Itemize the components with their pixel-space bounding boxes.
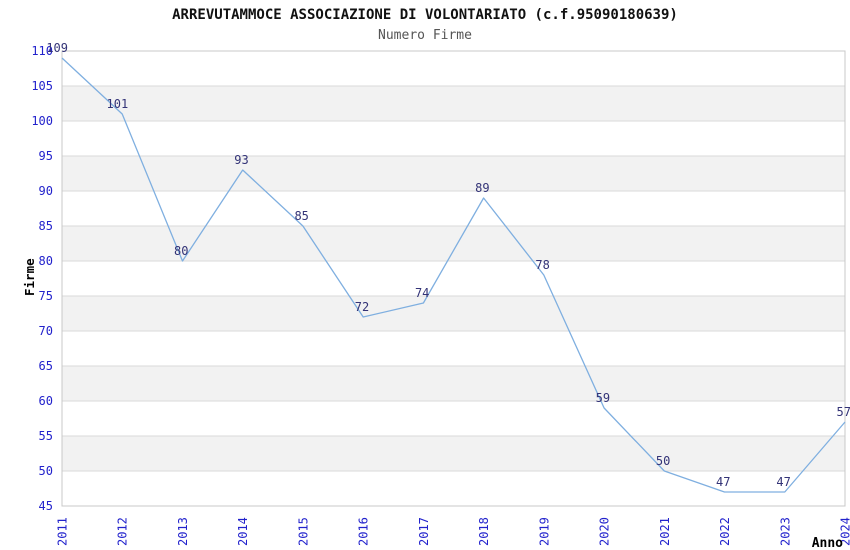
- y-axis-tick-labels: 45 50 55 60 65 70 75 80 85 90 95 100 105 110: [31, 44, 53, 513]
- x-tick-label: 2017: [417, 517, 431, 546]
- x-tick-label: 2022: [718, 517, 732, 546]
- series-line: [61, 57, 846, 493]
- chart-subtitle: Numero Firme: [378, 28, 472, 43]
- x-tick-label: 2018: [477, 517, 491, 546]
- data-label: 72: [355, 300, 369, 314]
- data-label: 89: [475, 181, 489, 195]
- x-tick-label: 2011: [56, 517, 70, 546]
- x-tick-label: 2021: [658, 517, 672, 546]
- data-point-labels: 109 101 80 93 85 72 74 89 78 59 50 47 47 57: [46, 41, 850, 489]
- y-tick-label: 85: [39, 219, 53, 233]
- y-tick-label: 60: [39, 394, 53, 408]
- data-label: 85: [294, 209, 308, 223]
- y-tick-label: 80: [39, 254, 53, 268]
- background-bands: [62, 86, 845, 471]
- data-label: 47: [716, 475, 730, 489]
- data-label: 57: [837, 405, 850, 419]
- x-axis-label: Anno: [812, 536, 843, 550]
- y-tick-label: 100: [31, 114, 53, 128]
- band-stripe: [62, 366, 845, 401]
- band-stripe: [62, 226, 845, 261]
- band-stripe: [62, 436, 845, 471]
- data-label: 93: [234, 153, 248, 167]
- plot-border: [61, 50, 846, 507]
- y-tick-label: 90: [39, 184, 53, 198]
- data-label: 50: [656, 454, 670, 468]
- x-tick-label: 2023: [778, 517, 792, 546]
- y-tick-label: 70: [39, 324, 53, 338]
- x-tick-label: 2024: [839, 517, 850, 546]
- y-tick-label: 75: [39, 289, 53, 303]
- x-axis-tick-labels: 2011 2012 2013 2014 2015 2016 2017 2018 2019 2020…: [56, 517, 850, 546]
- series-line-group: [61, 57, 846, 493]
- y-tick-label: 50: [39, 464, 53, 478]
- data-label: 109: [46, 41, 68, 55]
- x-tick-label: 2019: [537, 517, 551, 546]
- y-tick-label: 55: [39, 429, 53, 443]
- x-tick-label: 2020: [598, 517, 612, 546]
- x-tick-label: 2016: [357, 517, 371, 546]
- data-label: 78: [535, 258, 549, 272]
- y-axis-label: Firme: [22, 258, 37, 296]
- band-stripe: [62, 156, 845, 191]
- y-tick-label: 110: [31, 44, 53, 58]
- data-label: 80: [174, 244, 188, 258]
- chart-title: ARREVUTAMMOCE ASSOCIAZIONE DI VOLONTARIA…: [172, 7, 678, 23]
- data-label: 47: [776, 475, 790, 489]
- y-tick-label: 105: [31, 79, 53, 93]
- y-tick-label: 45: [39, 499, 53, 513]
- x-tick-label: 2015: [296, 517, 310, 546]
- x-tick-label: 2014: [236, 517, 250, 546]
- gridlines: [62, 85, 845, 472]
- y-tick-label: 65: [39, 359, 53, 373]
- data-label: 59: [596, 391, 610, 405]
- band-stripe: [62, 296, 845, 331]
- band-stripe: [62, 86, 845, 121]
- x-tick-label: 2012: [116, 517, 130, 546]
- data-label: 74: [415, 286, 429, 300]
- x-tick-label: 2013: [176, 517, 190, 546]
- data-label: 101: [107, 97, 129, 111]
- y-tick-label: 95: [39, 149, 53, 163]
